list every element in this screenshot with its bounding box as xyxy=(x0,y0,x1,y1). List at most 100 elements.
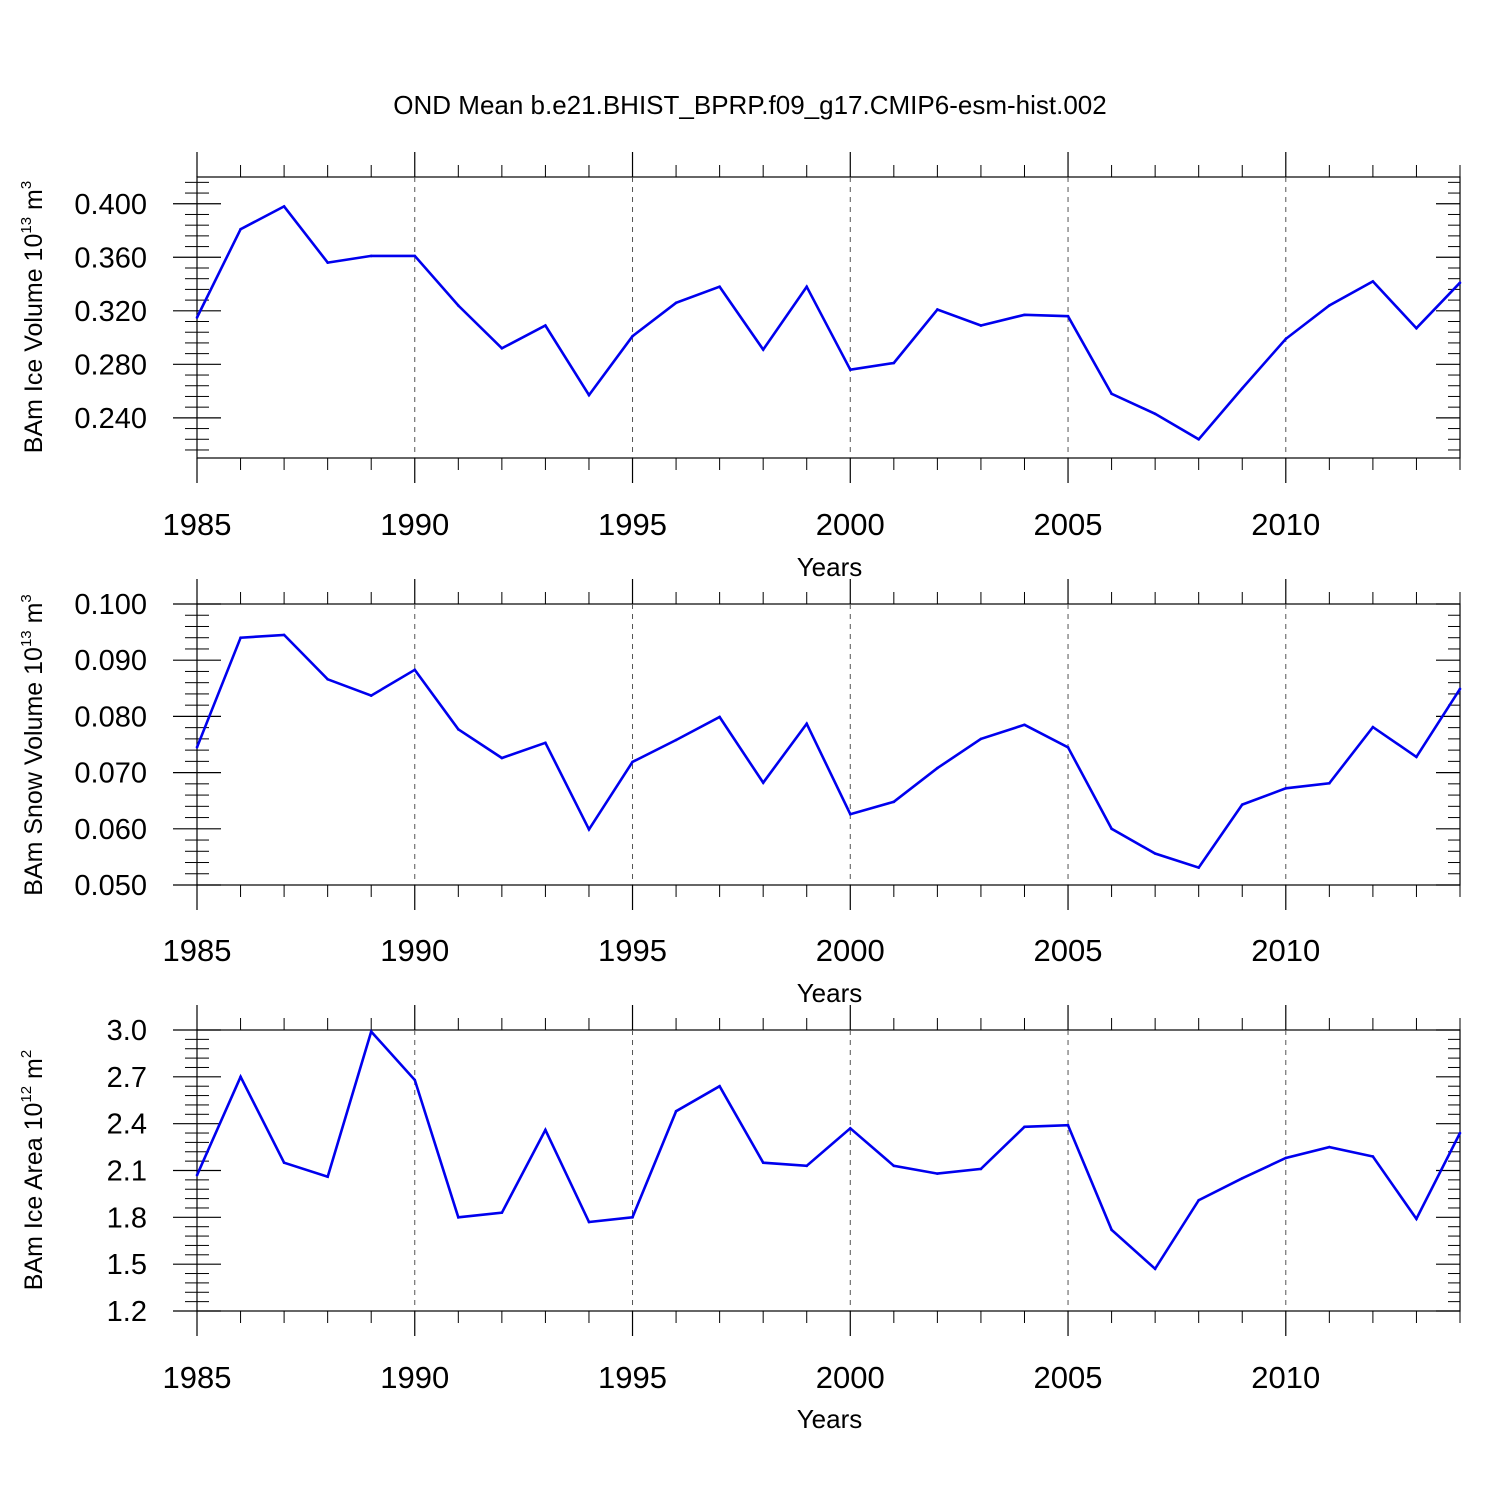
data-point xyxy=(848,1127,852,1130)
data-point xyxy=(1066,1123,1070,1127)
data-point xyxy=(369,1030,373,1033)
data-point xyxy=(457,728,460,731)
data-point xyxy=(1023,723,1026,727)
x-tick-label: 1990 xyxy=(380,507,449,542)
x-tick-label: 2000 xyxy=(816,507,885,542)
data-point xyxy=(1066,314,1070,318)
x-tick-label: 2010 xyxy=(1251,933,1320,968)
data-point xyxy=(1458,1131,1462,1135)
data-point xyxy=(1458,281,1462,285)
data-point xyxy=(500,1211,504,1214)
data-point xyxy=(1110,1228,1113,1232)
panels: 1985 1990 1995 2000 2005 2010 0.240 0.280 0.320 0… xyxy=(18,152,1462,1434)
x-tick-label: 2005 xyxy=(1034,933,1103,968)
y-tick-label: 0.100 xyxy=(74,589,147,621)
data-point xyxy=(413,1078,417,1082)
data-point xyxy=(1240,387,1244,390)
data-point xyxy=(1153,412,1157,416)
data-point xyxy=(326,261,329,264)
y-axis-label: BAm Ice Area 1012 m2 xyxy=(18,1050,48,1290)
y-tick-label: 2.7 xyxy=(107,1062,147,1094)
data-point xyxy=(979,324,983,327)
panel-2: 1985 1990 1995 2000 2005 2010 0.050 0.060 0.070 0… xyxy=(18,579,1462,1008)
data-point xyxy=(718,285,721,289)
data-point xyxy=(1110,392,1113,396)
data-point xyxy=(195,746,199,749)
x-axis-label: Years xyxy=(797,552,863,582)
data-point xyxy=(1197,866,1200,869)
x-tick-label: 1985 xyxy=(163,507,232,542)
data-point xyxy=(1328,1145,1331,1149)
data-point xyxy=(1371,1155,1375,1158)
y-tick-label: 0.280 xyxy=(74,349,147,381)
series-line xyxy=(195,633,1462,870)
x-axis-label: Years xyxy=(797,978,863,1008)
data-point xyxy=(587,393,591,397)
data-point xyxy=(1415,326,1418,330)
data-point xyxy=(936,766,939,770)
data-point xyxy=(369,694,373,697)
x-tick-label: 2005 xyxy=(1034,1360,1103,1395)
data-point xyxy=(282,205,286,208)
x-tick-label: 1990 xyxy=(380,1360,449,1395)
data-point xyxy=(892,800,896,804)
data-point xyxy=(1328,304,1331,307)
data-point xyxy=(936,1172,939,1175)
data-point xyxy=(544,324,547,327)
y-tick-label: 0.060 xyxy=(74,814,147,846)
x-tick-label: 2010 xyxy=(1251,507,1320,542)
data-point xyxy=(239,636,242,640)
data-point xyxy=(239,227,242,231)
y-axis-label: BAm Ice Volume 1013 m3 xyxy=(18,181,48,453)
data-point xyxy=(1284,337,1288,341)
data-point xyxy=(718,715,721,719)
x-tick-label: 2000 xyxy=(816,1360,885,1395)
y-tick-label: 0.070 xyxy=(74,758,147,790)
data-point xyxy=(1371,725,1375,729)
y-axis-label-main: BAm Ice Area 10 xyxy=(20,1103,48,1291)
x-tick-label: 1985 xyxy=(163,1360,232,1395)
y-tick-label: 1.2 xyxy=(107,1296,147,1328)
y-axis-label-unit: m xyxy=(20,603,48,631)
y-axis-label-unit: m xyxy=(20,1058,48,1086)
data-point xyxy=(674,1109,678,1113)
data-point xyxy=(457,1216,460,1219)
data-point xyxy=(1023,313,1026,317)
data-point xyxy=(1023,1125,1026,1129)
data-point xyxy=(631,1216,634,1219)
y-tick-label: 1.5 xyxy=(107,1249,147,1281)
data-point xyxy=(282,1161,286,1164)
data-point xyxy=(1240,803,1244,806)
y-tick-label: 0.400 xyxy=(74,189,147,221)
data-point xyxy=(282,633,286,637)
data-point xyxy=(674,301,678,305)
x-axis-label: Years xyxy=(797,1404,863,1434)
data-point xyxy=(761,781,765,785)
data-point xyxy=(500,346,504,350)
data-point xyxy=(892,361,896,365)
y-axis-label-unit: m xyxy=(20,189,48,217)
data-point xyxy=(936,308,939,311)
data-point xyxy=(805,285,809,289)
data-point xyxy=(1328,781,1331,785)
data-point xyxy=(457,304,460,307)
series-line xyxy=(195,204,1461,441)
data-point xyxy=(544,741,547,745)
data-point xyxy=(674,738,678,742)
y-tick-label: 1.8 xyxy=(107,1202,147,1234)
data-point xyxy=(1458,687,1462,691)
data-point xyxy=(587,1220,591,1224)
y-tick-label: 0.090 xyxy=(74,645,147,677)
data-point xyxy=(805,1164,809,1168)
data-point xyxy=(1197,437,1200,441)
series-line xyxy=(195,1029,1462,1271)
data-point xyxy=(1153,852,1157,855)
x-tick-label: 2010 xyxy=(1251,1360,1320,1395)
data-point xyxy=(1240,1177,1244,1180)
data-point xyxy=(500,756,504,760)
y-tick-label: 2.4 xyxy=(107,1109,147,1141)
data-point xyxy=(761,1161,765,1164)
data-point xyxy=(718,1084,721,1088)
